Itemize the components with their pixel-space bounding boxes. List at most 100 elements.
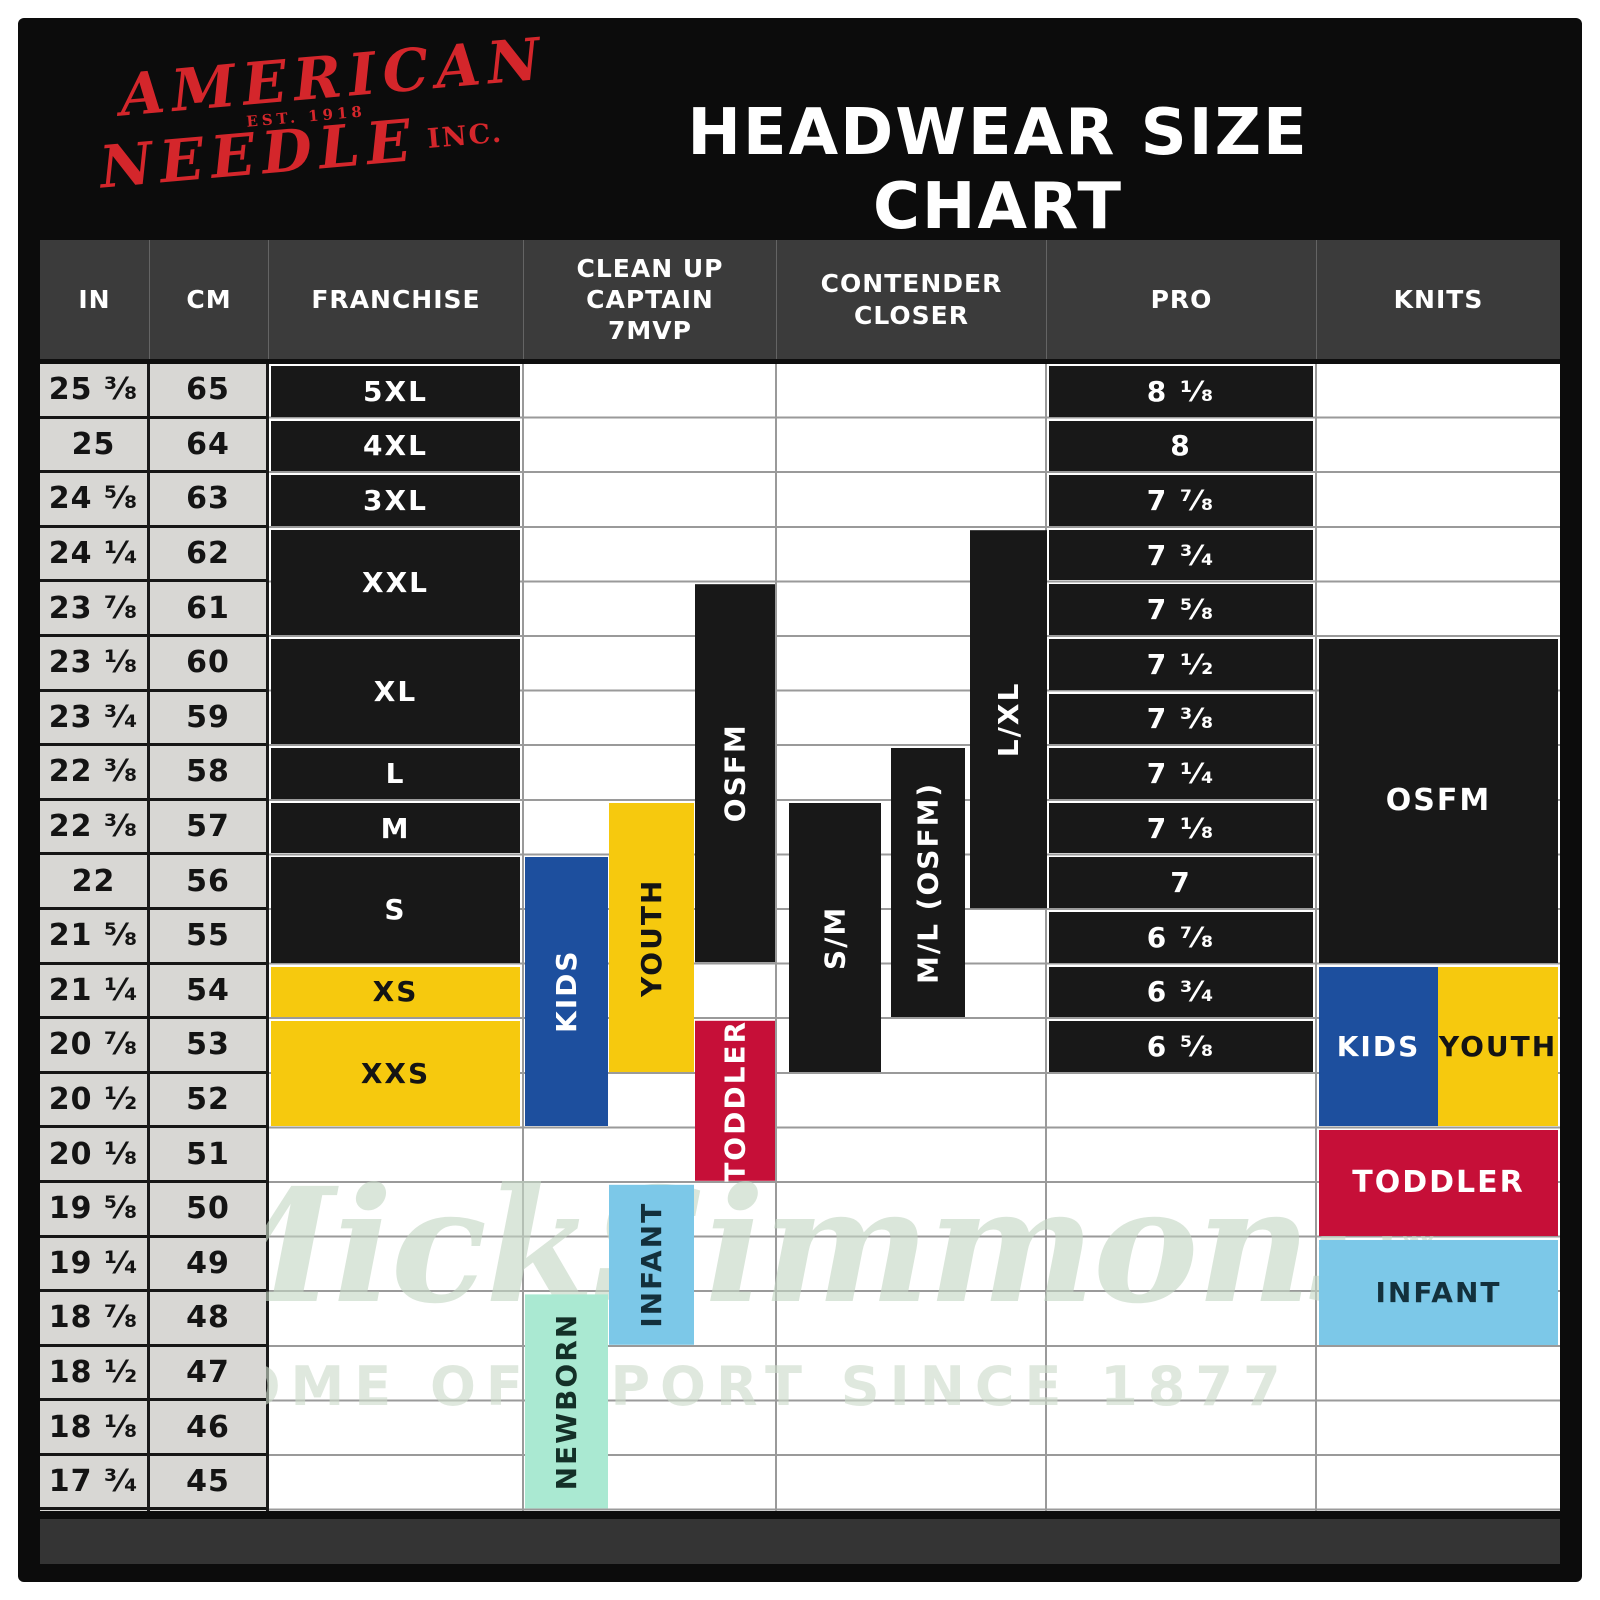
pro-size-cell: 7 ⁵⁄₈: [1049, 584, 1313, 635]
col-header-knits: KNITS: [1393, 284, 1484, 314]
col-header-in: IN: [40, 240, 150, 359]
franchise-size-4xl: 4XL: [271, 420, 520, 472]
franchise-size-5xl: 5XL: [271, 366, 520, 417]
col-header-cm: CM: [150, 240, 269, 359]
cm-cell: 55: [150, 909, 266, 965]
in-cell: 20 ¹⁄₂: [40, 1073, 147, 1129]
contender-size-sm: S/M: [789, 802, 881, 1072]
knits-size-youth: YOUTH: [1438, 966, 1558, 1127]
pro-size-cell: 7 ³⁄₄: [1049, 529, 1313, 581]
in-cell: 19 ⁵⁄₈: [40, 1182, 147, 1238]
cleanup-size-youth: YOUTH: [609, 802, 694, 1072]
pro-size-cell: 8: [1049, 420, 1313, 472]
pro-size-cell: 8 ¹⁄₈: [1049, 366, 1313, 417]
cleanup-size-kids: KIDS: [525, 857, 608, 1127]
pro-size-cell: 6 ³⁄₄: [1049, 966, 1313, 1018]
col-header-contender-closer: CONTENDER CLOSER: [777, 240, 1047, 359]
column-cm: 65 64 63 62 61 60 59 58 57 56 55 54 53 5…: [150, 364, 269, 1511]
cm-cell: 52: [150, 1073, 266, 1129]
cm-cell: 64: [150, 418, 266, 474]
knits-size-infant: INFANT: [1319, 1239, 1558, 1345]
cm-cell: 49: [150, 1237, 266, 1293]
column-in: 25 ³⁄₈ 25 24 ⁵⁄₈ 24 ¹⁄₄ 23 ⁷⁄₈ 23 ¹⁄₈ 23…: [40, 364, 150, 1511]
in-cell: 24 ⁵⁄₈: [40, 473, 147, 528]
franchise-size-xxs: XXS: [271, 1021, 520, 1127]
cm-cell: 45: [150, 1455, 266, 1511]
in-cell: 22: [40, 855, 147, 910]
in-cell: 18 ¹⁄₈: [40, 1401, 147, 1456]
cm-cell: 57: [150, 800, 266, 856]
footer-band: [40, 1518, 1560, 1564]
cleanup-size-newborn: NEWBORN: [525, 1294, 608, 1509]
table-header-row: IN CM FRANCHISE CLEAN UP CAPTAIN 7MVP CO…: [40, 240, 1560, 364]
col-header-franchise: FRANCHISE: [269, 240, 524, 359]
column-cleanup-captain-7mvp: OSFM YOUTH KIDS TODDLER INFANT NEWBORN: [524, 364, 777, 1511]
in-cell: 20 ⁷⁄₈: [40, 1019, 147, 1074]
col-header-cleanup-captain-7mvp: CLEAN UP CAPTAIN 7MVP: [524, 240, 777, 359]
cm-cell: 59: [150, 691, 266, 747]
in-cell: 22 ³⁄₈: [40, 746, 147, 801]
cm-cell: 46: [150, 1401, 266, 1456]
in-cell: 25: [40, 418, 147, 474]
in-cell: 25 ³⁄₈: [40, 364, 147, 419]
in-cell: 20 ¹⁄₈: [40, 1128, 147, 1183]
in-cell: 17 ³⁄₄: [40, 1455, 147, 1511]
franchise-size-m: M: [271, 802, 520, 854]
pro-size-cell: 6 ⁷⁄₈: [1049, 912, 1313, 963]
column-knits: OSFM KIDS YOUTH TODDLER INFANT: [1317, 364, 1560, 1511]
cm-cell: 63: [150, 473, 266, 528]
cm-cell: 62: [150, 527, 266, 583]
cleanup-size-toddler: TODDLER: [695, 1020, 775, 1182]
logo-inc-text: INC.: [426, 117, 505, 155]
cm-cell: 53: [150, 1019, 266, 1074]
cm-cell: 47: [150, 1346, 266, 1402]
cm-cell: 60: [150, 636, 266, 692]
pro-size-cell: 7 ³⁄₈: [1049, 693, 1313, 745]
size-chart-table: IN CM FRANCHISE CLEAN UP CAPTAIN 7MVP CO…: [40, 240, 1560, 1511]
in-cell: 18 ¹⁄₂: [40, 1346, 147, 1402]
in-cell: 23 ³⁄₄: [40, 691, 147, 747]
american-needle-logo: AMERICAN EST. 1918 NEEDLE INC.: [91, 24, 556, 201]
in-cell: 19 ¹⁄₄: [40, 1237, 147, 1293]
page-title: HEADWEAR SIZE CHART: [687, 96, 1309, 244]
pro-size-cell: 6 ⁵⁄₈: [1049, 1021, 1313, 1072]
cm-cell: 56: [150, 855, 266, 910]
chart-frame: AMERICAN EST. 1918 NEEDLE INC. HEADWEAR …: [18, 18, 1582, 1582]
franchise-size-l: L: [271, 748, 520, 799]
in-cell: 23 ¹⁄₈: [40, 636, 147, 692]
in-cell: 21 ¹⁄₄: [40, 964, 147, 1020]
in-cell: 22 ³⁄₈: [40, 800, 147, 856]
franchise-size-xl: XL: [271, 639, 520, 745]
pro-size-cell: 7 ⁷⁄₈: [1049, 475, 1313, 526]
pro-size-cell: 7 ¹⁄₄: [1049, 748, 1313, 799]
contender-size-ml-osfm: M/L (OSFM): [891, 748, 965, 1018]
franchise-size-xs: XS: [271, 966, 520, 1018]
in-cell: 18 ⁷⁄₈: [40, 1292, 147, 1347]
knits-size-kids: KIDS: [1319, 966, 1438, 1127]
cm-cell: 51: [150, 1128, 266, 1183]
cm-cell: 50: [150, 1182, 266, 1238]
brand-header: AMERICAN EST. 1918 NEEDLE INC. HEADWEAR …: [18, 18, 1582, 244]
cleanup-size-osfm: OSFM: [695, 584, 775, 963]
cm-cell: 58: [150, 746, 266, 801]
franchise-size-xxl: XXL: [271, 529, 520, 635]
table-body: MickSimmons® HOME OF SPORT SINCE 1877 25…: [40, 364, 1560, 1511]
in-cell: 23 ⁷⁄₈: [40, 582, 147, 637]
cleanup-size-infant: INFANT: [609, 1185, 694, 1345]
knits-size-toddler: TODDLER: [1319, 1130, 1558, 1236]
pro-size-cell: 7 ¹⁄₈: [1049, 802, 1313, 854]
cm-cell: 48: [150, 1292, 266, 1347]
col-header-pro: PRO: [1047, 240, 1317, 359]
franchise-size-s: S: [271, 857, 520, 963]
cm-cell: 54: [150, 964, 266, 1020]
column-franchise: 5XL 4XL 3XL XXL XL L M S XS XXS: [269, 364, 524, 1511]
cm-cell: 61: [150, 582, 266, 637]
franchise-size-3xl: 3XL: [271, 475, 520, 526]
pro-size-cell: 7: [1049, 857, 1313, 908]
pro-size-cell: 7 ¹⁄₂: [1049, 639, 1313, 690]
cm-cell: 65: [150, 364, 266, 419]
in-cell: 24 ¹⁄₄: [40, 527, 147, 583]
in-cell: 21 ⁵⁄₈: [40, 909, 147, 965]
column-contender-closer: L/XL M/L (OSFM) S/M: [777, 364, 1047, 1511]
